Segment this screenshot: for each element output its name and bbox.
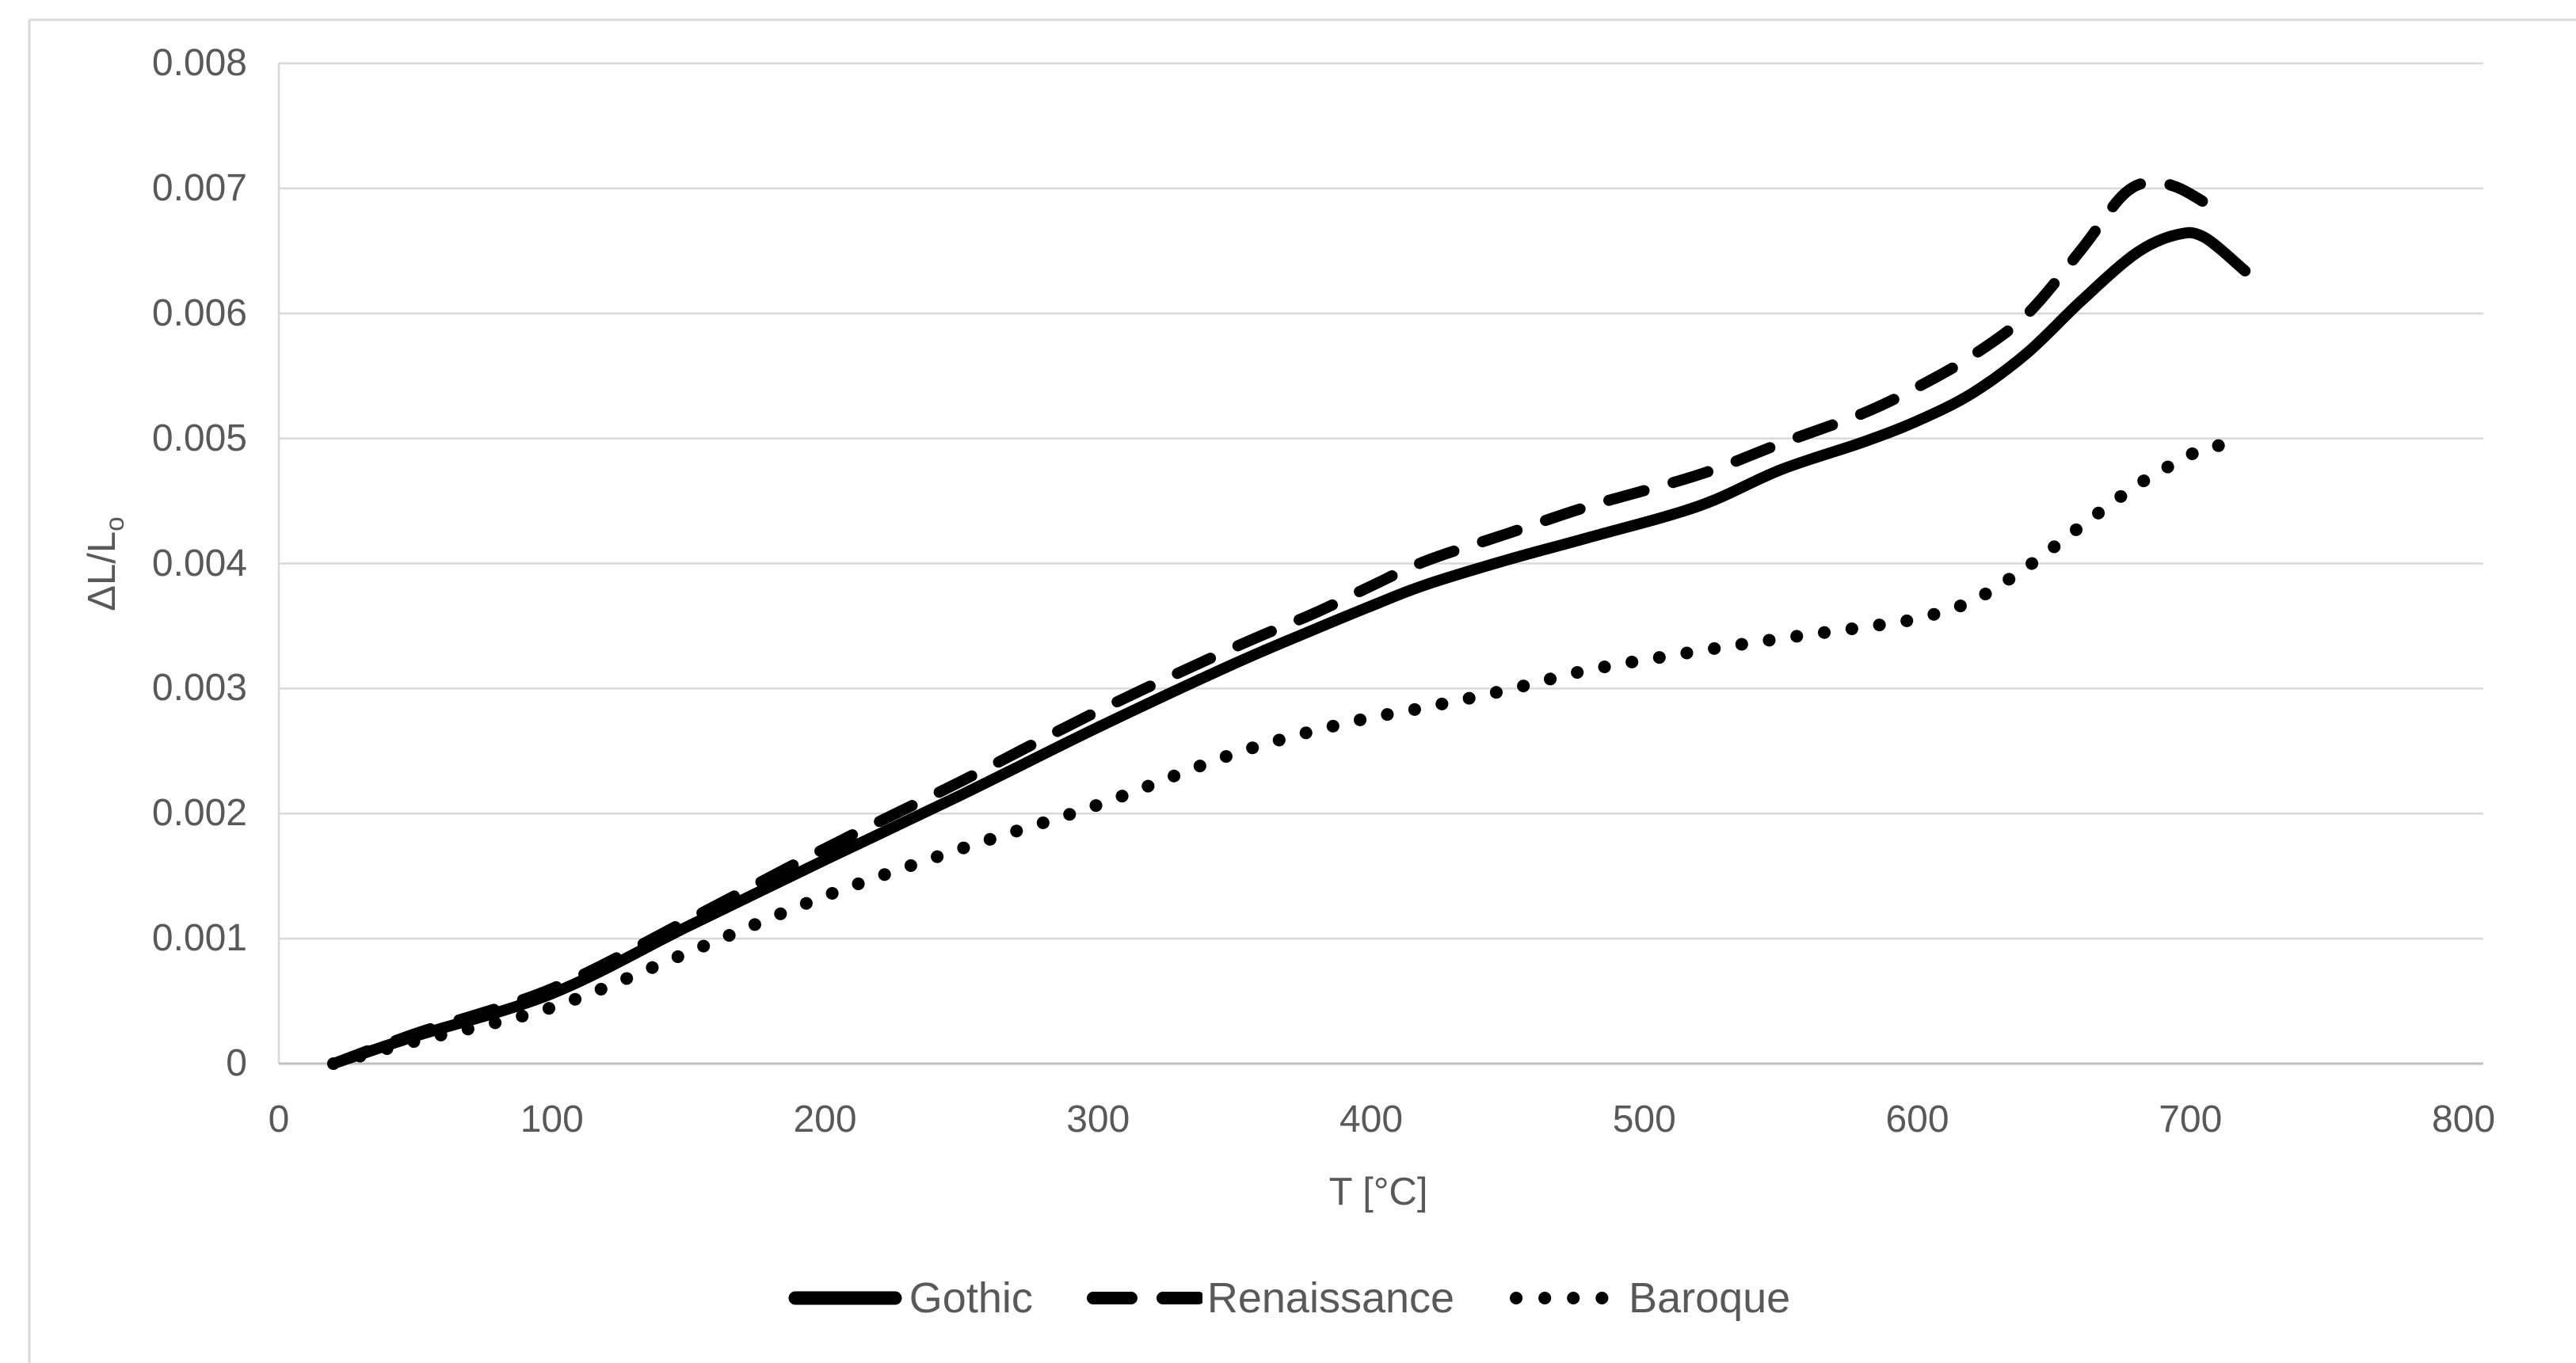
x-tick-label: 200 [793,1098,857,1140]
y-tick-label: 0.005 [151,417,247,459]
series-line-gothic [327,227,2251,1069]
y-tick-label: 0.004 [151,542,247,584]
y-tick-label: 0.007 [151,166,247,209]
y-tick-label: 0 [226,1042,247,1084]
y-tick-label: 0.001 [151,917,247,960]
y-tick-label: 0.002 [151,792,247,835]
legend-swatch-dashed-line [1084,1282,1202,1314]
legend-label-gothic: Gothic [909,1274,1033,1322]
legend-swatch-solid-line [786,1282,905,1314]
x-tick-label: 0 [268,1098,290,1140]
x-tick-label: 600 [1885,1098,1949,1140]
x-tick-label: 800 [2431,1098,2496,1140]
series-line-baroque [326,439,2252,1070]
y-tick-label: 0.008 [151,42,247,84]
legend-item-baroque: Baroque [1505,1277,1790,1319]
x-tick-label: 400 [1339,1098,1404,1140]
x-axis-title: T [°C] [1328,1171,1428,1213]
legend: Gothic Renaissance Baroque [0,1277,2576,1319]
x-tick-label: 100 [520,1098,584,1140]
y-tick-label: 0.006 [151,291,247,334]
y-axis-title-subscript: o [100,516,130,531]
x-tick-label: 700 [2159,1098,2223,1140]
legend-label-baroque: Baroque [1629,1274,1791,1322]
x-tick-label: 500 [1612,1098,1676,1140]
legend-swatch-dotted-line [1505,1282,1624,1314]
y-tick-label: 0.003 [151,667,247,710]
legend-item-gothic: Gothic [786,1277,1033,1319]
legend-label-renaissance: Renaissance [1206,1274,1455,1322]
legend-item-renaissance: Renaissance [1084,1277,1454,1319]
x-tick-label: 300 [1066,1098,1130,1140]
series-line-renaissance [327,176,2210,1069]
